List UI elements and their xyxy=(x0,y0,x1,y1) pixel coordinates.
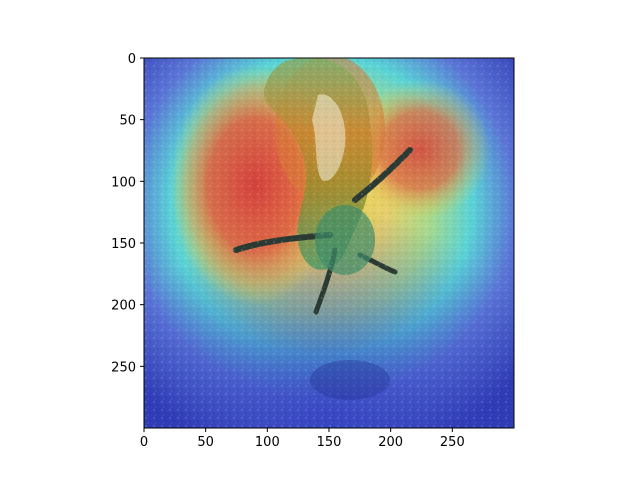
x-tick-label: 50 xyxy=(197,435,214,450)
heatmap-photo xyxy=(144,58,514,428)
y-tick-label: 100 xyxy=(111,175,136,190)
x-tick-label: 0 xyxy=(140,435,148,450)
y-tick-label: 50 xyxy=(119,114,136,129)
y-tick-label: 200 xyxy=(111,299,136,314)
y-tick-label: 0 xyxy=(128,52,136,67)
y-axis: 0 50 100 150 200 250 xyxy=(111,52,144,375)
x-tick-label: 200 xyxy=(378,435,403,450)
x-tick-label: 100 xyxy=(255,435,280,450)
x-tick-label: 150 xyxy=(317,435,342,450)
y-tick-label: 150 xyxy=(111,237,136,252)
x-axis: 0 50 100 150 200 250 xyxy=(140,428,465,450)
x-tick-label: 250 xyxy=(440,435,465,450)
y-tick-label: 250 xyxy=(111,360,136,375)
